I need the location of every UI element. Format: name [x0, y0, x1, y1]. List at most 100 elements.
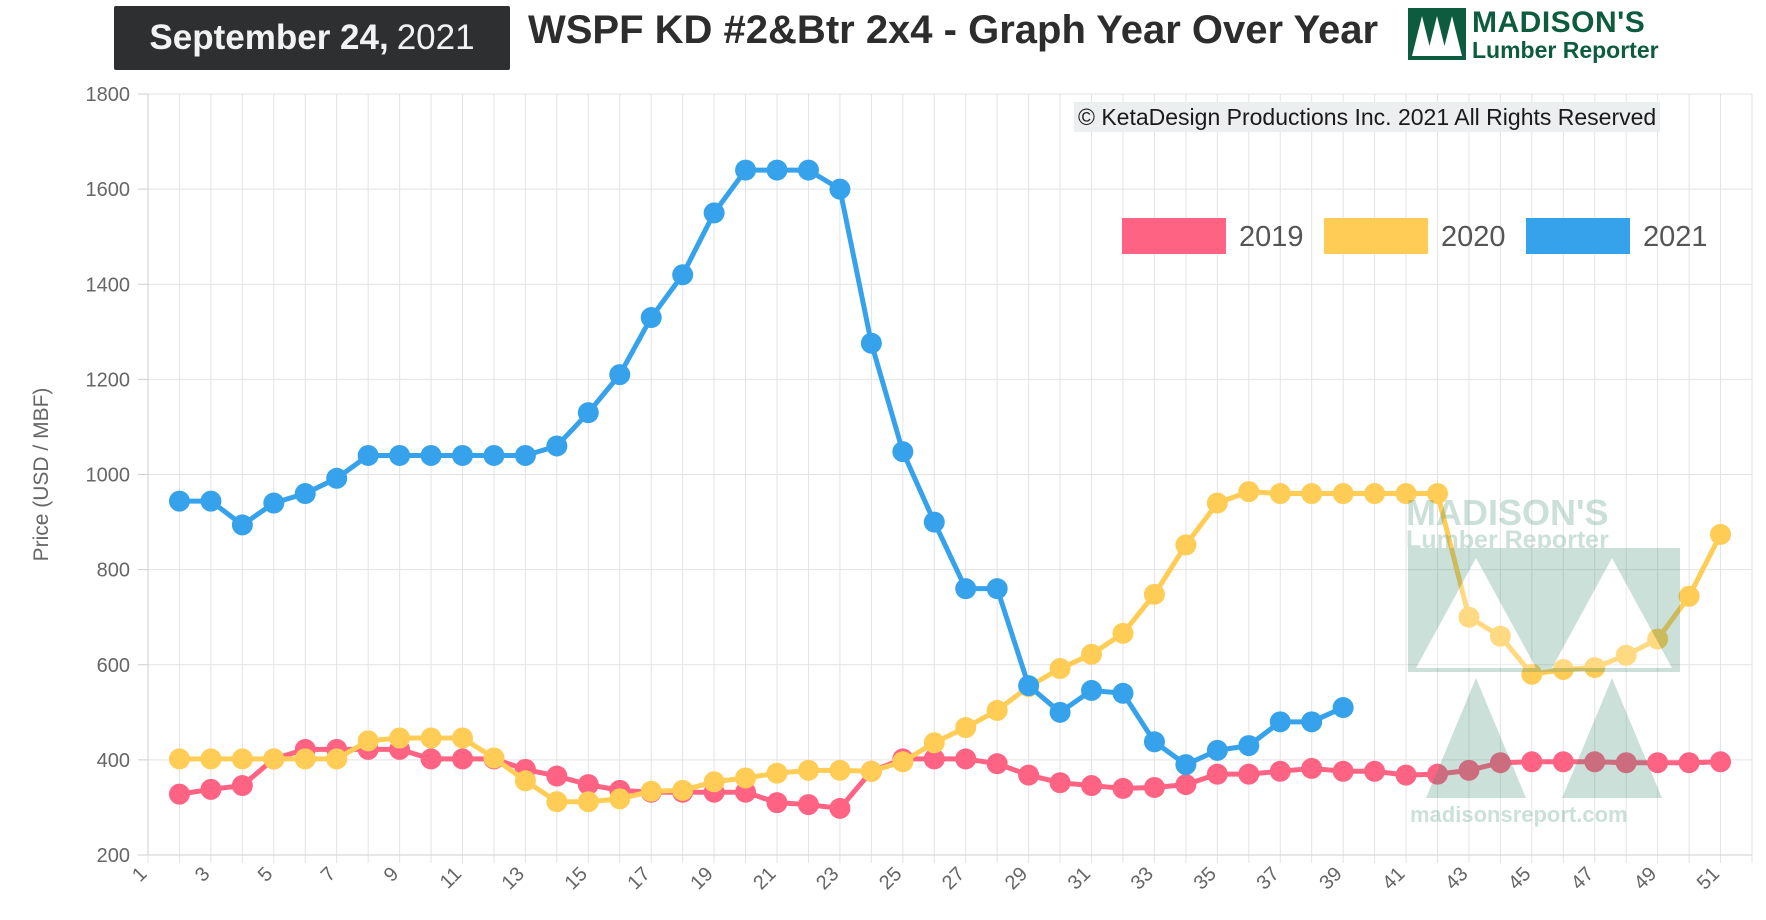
data-point-2020: [1301, 483, 1323, 505]
data-point-2020: [1647, 628, 1669, 650]
data-point-2020: [860, 760, 882, 782]
data-point-2019: [1206, 763, 1228, 785]
data-point-2021: [483, 444, 505, 466]
data-point-2021: [640, 307, 662, 329]
data-point-2019: [1364, 760, 1386, 782]
data-point-2019: [829, 797, 851, 819]
data-point-2020: [609, 788, 631, 810]
y-tick-label: 1000: [86, 465, 131, 487]
logo-line1: MADISON'S: [1472, 6, 1646, 39]
y-tick-label: 600: [97, 655, 130, 677]
data-point-2020: [1206, 492, 1228, 514]
data-point-2019: [1426, 763, 1448, 785]
data-point-2021: [294, 483, 316, 505]
data-point-2020: [986, 699, 1008, 721]
data-point-2020: [1678, 585, 1700, 607]
data-point-2019: [452, 748, 474, 770]
data-point-2019: [1049, 772, 1071, 794]
data-point-2021: [860, 332, 882, 354]
data-point-2020: [1269, 483, 1291, 505]
data-point-2019: [1018, 764, 1040, 786]
legend-label-2020: 2020: [1441, 221, 1506, 253]
x-tick-label: 29: [1001, 863, 1032, 894]
data-point-2019: [1647, 752, 1669, 774]
data-point-2020: [1112, 622, 1134, 644]
data-point-2019: [923, 748, 945, 770]
date-year: 2021: [396, 18, 475, 57]
data-point-2021: [609, 364, 631, 386]
x-tick-label: 3: [191, 863, 214, 886]
legend-label-2021: 2021: [1643, 221, 1708, 253]
data-point-2021: [1175, 754, 1197, 776]
y-tick-label: 400: [97, 750, 130, 772]
legend-swatch-2020: [1324, 218, 1428, 254]
x-tick-label: 51: [1693, 863, 1724, 894]
data-point-2021: [955, 578, 977, 600]
y-tick-label: 1200: [86, 369, 131, 391]
data-point-2020: [1458, 606, 1480, 628]
data-point-2019: [766, 792, 788, 814]
data-point-2020: [640, 780, 662, 802]
x-tick-label: 21: [749, 863, 780, 894]
data-point-2019: [1521, 751, 1543, 773]
madisons-logo-icon: [1408, 8, 1466, 60]
y-tick-label: 200: [97, 845, 130, 867]
data-point-2021: [420, 444, 442, 466]
x-tick-label: 25: [875, 863, 906, 894]
data-point-2021: [546, 435, 568, 457]
data-point-2021: [168, 490, 190, 512]
x-tick-label: 37: [1252, 863, 1283, 894]
data-point-2020: [1081, 643, 1103, 665]
data-point-2021: [829, 178, 851, 200]
data-point-2021: [735, 159, 757, 181]
data-point-2019: [1112, 777, 1134, 799]
watermark-line1: MADISON'S: [1406, 492, 1609, 533]
madisons-logo: MADISON'S Lumber Reporter: [1408, 8, 1688, 62]
data-point-2020: [231, 748, 253, 770]
data-point-2019: [546, 765, 568, 787]
data-point-2020: [1615, 644, 1637, 666]
data-point-2020: [577, 791, 599, 813]
data-point-2019: [231, 775, 253, 797]
data-point-2021: [1049, 701, 1071, 723]
data-point-2020: [1521, 663, 1543, 685]
data-point-2020: [294, 748, 316, 770]
data-point-2021: [389, 444, 411, 466]
data-point-2019: [1238, 763, 1260, 785]
data-point-2019: [1175, 774, 1197, 796]
legend-swatch-2019: [1122, 218, 1226, 254]
data-point-2020: [420, 727, 442, 749]
date-badge: September 24, 2021: [114, 6, 510, 70]
logo-text: MADISON'S Lumber Reporter: [1472, 8, 1659, 62]
data-point-2019: [986, 753, 1008, 775]
y-tick-label: 1600: [86, 179, 131, 201]
x-tick-label: 7: [317, 863, 340, 886]
data-point-2021: [577, 402, 599, 424]
x-tick-label: 1: [128, 863, 151, 886]
data-point-2019: [1269, 760, 1291, 782]
data-point-2021: [1332, 697, 1354, 719]
data-point-2021: [703, 202, 725, 224]
x-tick-label: 45: [1504, 863, 1535, 894]
watermark-logo-icon: [1408, 548, 1680, 798]
data-point-2020: [1710, 523, 1732, 545]
x-tick-label: 43: [1441, 863, 1472, 894]
data-point-2020: [766, 762, 788, 784]
watermark: MADISON'S Lumber Reporter madisonsreport…: [1406, 492, 1686, 832]
y-tick-label: 1400: [86, 274, 131, 296]
data-point-2020: [483, 747, 505, 769]
copyright-notice: © KetaDesign Productions Inc. 2021 All R…: [1074, 102, 1661, 132]
data-point-2020: [1332, 483, 1354, 505]
data-point-2021: [766, 159, 788, 181]
data-point-2021: [923, 511, 945, 533]
data-point-2020: [1552, 659, 1574, 681]
data-point-2021: [514, 444, 536, 466]
data-point-2021: [357, 444, 379, 466]
data-point-2021: [1081, 679, 1103, 701]
data-point-2021: [1269, 711, 1291, 733]
data-point-2020: [703, 771, 725, 793]
data-point-2020: [357, 730, 379, 752]
data-point-2020: [1395, 483, 1417, 505]
data-point-2021: [1238, 735, 1260, 757]
x-tick-label: 23: [812, 863, 843, 894]
